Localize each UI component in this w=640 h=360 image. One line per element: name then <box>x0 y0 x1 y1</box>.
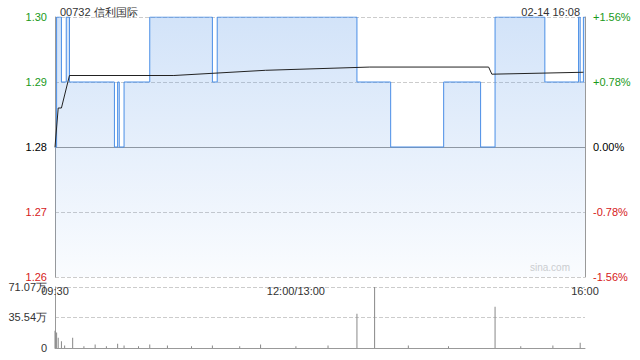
svg-text:35.54万: 35.54万 <box>8 311 47 323</box>
svg-text:1.28: 1.28 <box>26 141 47 153</box>
svg-text:00732 信利国际: 00732 信利国际 <box>60 6 138 18</box>
svg-text:1.26: 1.26 <box>25 271 47 283</box>
svg-text:1.27: 1.27 <box>26 206 47 218</box>
svg-text:02-14 16:08: 02-14 16:08 <box>521 6 580 18</box>
svg-text:0.00%: 0.00% <box>593 141 624 153</box>
svg-text:0: 0 <box>41 342 47 354</box>
svg-text:09:30: 09:30 <box>41 285 69 297</box>
svg-text:-0.78%: -0.78% <box>593 206 628 218</box>
svg-text:12:00/13:00: 12:00/13:00 <box>267 285 325 297</box>
svg-text:-1.56%: -1.56% <box>593 271 628 283</box>
svg-text:71.07万: 71.07万 <box>8 281 47 293</box>
svg-text:16:00: 16:00 <box>571 285 599 297</box>
svg-text:1.30: 1.30 <box>26 11 47 23</box>
svg-text:+1.56%: +1.56% <box>593 11 631 23</box>
svg-text:+0.78%: +0.78% <box>593 76 631 88</box>
svg-text:1.29: 1.29 <box>26 76 47 88</box>
